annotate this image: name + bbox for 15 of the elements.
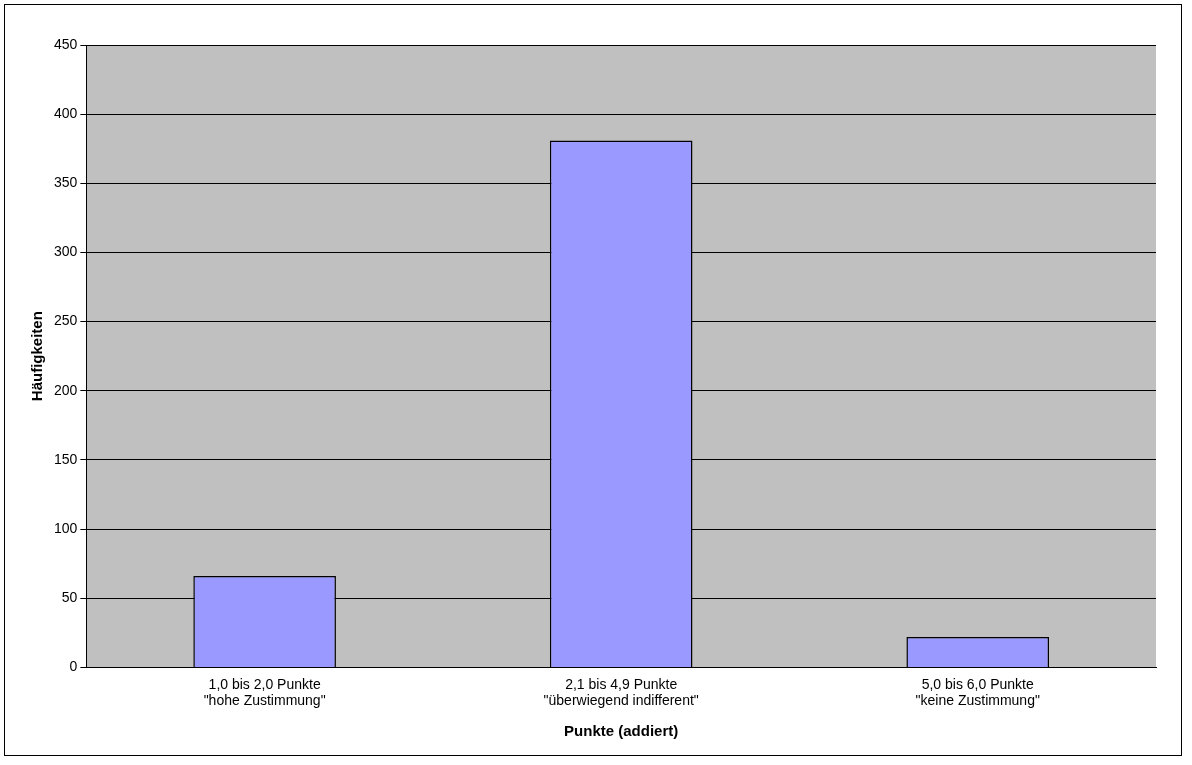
x-tick-label: 2,1 bis 4,9 Punkte "überwiegend indifferent" [543,675,699,709]
y-tick-label: 300 [54,243,78,260]
y-tick-label: 150 [54,450,78,467]
y-tick-label: 0 [69,658,78,675]
y-tick-label: 350 [54,174,78,191]
y-tick-label: 50 [61,589,78,606]
y-tick-label: 400 [54,105,78,122]
y-tick-label: 250 [54,312,78,329]
x-tick-label: 1,0 bis 2,0 Punkte "hohe Zustimmung" [203,675,326,709]
x-axis-title: Punkte (addiert) [564,722,679,740]
x-tick-label: 5,0 bis 6,0 Punkte "keine Zustimmung" [915,675,1040,709]
y-tick-label: 100 [54,519,78,536]
y-axis-title: Häufigkeiten [28,311,46,402]
y-tick-label: 200 [54,381,78,398]
y-tick-label: 450 [54,35,78,52]
